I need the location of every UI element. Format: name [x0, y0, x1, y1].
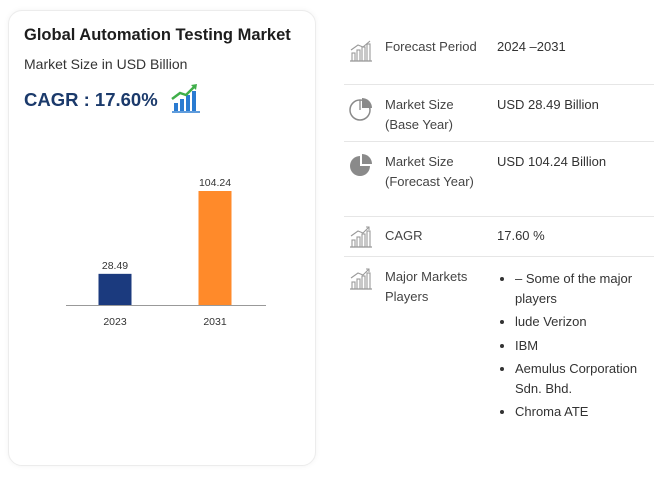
players-list-container: – Some of the major players lude Verizon… — [497, 269, 652, 426]
pie-chart-icon — [349, 98, 372, 121]
list-item: – Some of the major players — [515, 269, 652, 308]
row-value: 2024 –2031 — [497, 39, 566, 54]
bar-chart-icon — [350, 40, 372, 62]
list-item: Chroma ATE — [515, 402, 652, 422]
bar-chart: 28.49 2023 104.24 2031 — [66, 177, 266, 328]
bar-2023 — [98, 273, 132, 305]
row-market-size-base: Market Size (Base Year) USD 28.49 Billio… — [344, 85, 654, 142]
row-value: 17.60 % — [497, 228, 545, 243]
chart-subtitle: Market Size in USD Billion — [24, 56, 188, 72]
list-item: lude Verizon — [515, 312, 652, 332]
x-tick-label-2031: 2031 — [203, 316, 227, 328]
row-major-players: Major Markets Players – Some of the majo… — [344, 257, 654, 447]
x-tick-label-2023: 2023 — [103, 316, 127, 328]
chart-title: Global Automation Testing Market — [24, 26, 291, 44]
details-table: Forecast Period 2024 –2031 Market Size (… — [344, 26, 654, 447]
list-item: IBM — [515, 336, 652, 356]
growth-arrow-icon — [171, 84, 200, 113]
growth-chart-icon — [350, 226, 372, 248]
row-label: CAGR — [385, 228, 423, 243]
market-summary-card: Global Automation Testing Market Market … — [8, 10, 316, 466]
row-label: Market Size (Base Year) — [385, 97, 454, 132]
pie-chart-filled-icon — [350, 154, 372, 176]
data-label-2031: 104.24 — [199, 177, 231, 189]
players-list: – Some of the major players lude Verizon… — [497, 269, 652, 422]
data-label-2023: 28.49 — [102, 260, 128, 272]
row-label: Forecast Period — [385, 39, 477, 54]
list-item: Aemulus Corporation Sdn. Bhd. — [515, 359, 652, 398]
row-cagr: CAGR 17.60 % — [344, 217, 654, 257]
growth-chart-icon — [350, 268, 372, 290]
bar-2031 — [198, 191, 232, 305]
row-value: USD 28.49 Billion — [497, 97, 599, 112]
row-label: Major Markets Players — [385, 269, 468, 304]
row-value: USD 104.24 Billion — [497, 154, 607, 169]
row-market-size-forecast: Market Size (Forecast Year) USD 104.24 B… — [344, 142, 654, 217]
row-label: Market Size (Forecast Year) — [385, 154, 474, 189]
cagr-headline: CAGR : 17.60% — [24, 89, 158, 110]
row-forecast-period: Forecast Period 2024 –2031 — [344, 26, 654, 85]
